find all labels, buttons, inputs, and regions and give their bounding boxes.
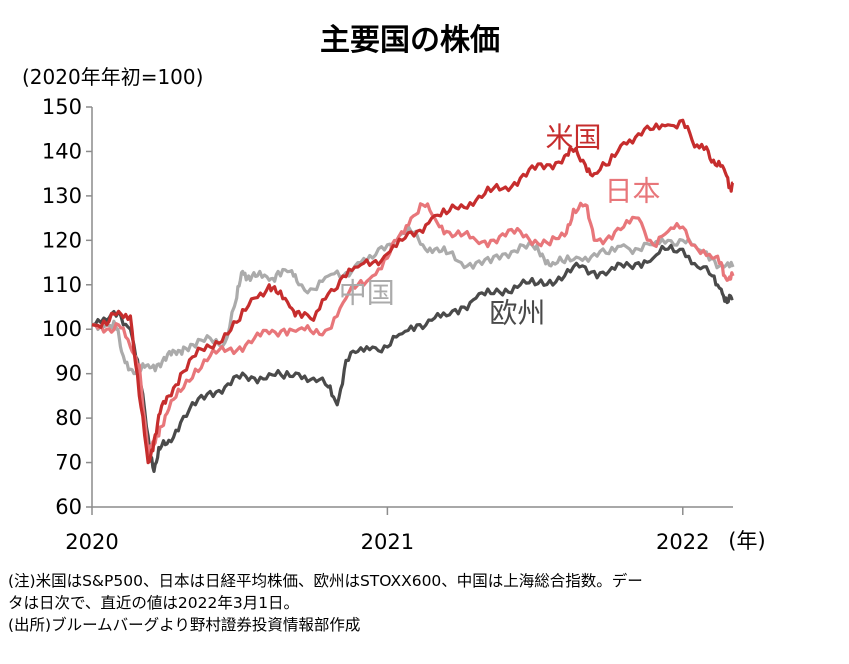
stock-chart: 主要国の株価 (2020年年初=100) 60 70 80 90 100 110 120 13… xyxy=(22,23,766,554)
y-axis-label: (2020年年初=100) xyxy=(22,65,203,89)
y-tick-label: 80 xyxy=(55,406,82,430)
series-line-1 xyxy=(91,225,735,376)
series-line-2 xyxy=(91,243,734,473)
y-tick-label: 70 xyxy=(55,451,82,475)
x-tick-label: 2021 xyxy=(361,530,414,554)
series-line-3 xyxy=(91,201,735,456)
series-label-2: 欧州 xyxy=(489,297,545,330)
series-label-4: 米国 xyxy=(545,121,601,154)
chart-title: 主要国の株価 xyxy=(320,23,500,58)
axes: 60 70 80 90 100 110 120 130 140 150 2020 2021 2022 xyxy=(42,95,733,554)
footnotes: (注)米国はS&P500、日本は日経平均株価、欧州はSTOXX600、中国は上海… xyxy=(8,570,843,636)
x-axis-label: (年) xyxy=(728,529,765,553)
y-tick-label: 120 xyxy=(42,228,82,252)
series-line-4 xyxy=(91,118,735,465)
y-tick-label: 140 xyxy=(42,139,82,163)
series-lines xyxy=(91,118,735,473)
x-tick-label: 2022 xyxy=(656,530,709,554)
y-tick-label: 150 xyxy=(42,95,82,119)
y-tick-label: 60 xyxy=(55,495,82,519)
note-line-3: (出所)ブルームバーグより野村證券投資情報部作成 xyxy=(8,616,361,634)
series-label-3: 日本 xyxy=(605,174,661,207)
note-line-1: (注)米国はS&P500、日本は日経平均株価、欧州はSTOXX600、中国は上海… xyxy=(8,572,643,590)
y-tick-label: 100 xyxy=(42,317,82,341)
note-line-2: タは日次で、直近の値は2022年3月1日。 xyxy=(8,594,300,612)
x-tick-label: 2020 xyxy=(65,530,118,554)
y-tick-label: 110 xyxy=(42,273,82,297)
y-tick-label: 130 xyxy=(42,184,82,208)
series-label-1: 中国 xyxy=(339,277,395,310)
y-tick-label: 90 xyxy=(55,362,82,386)
